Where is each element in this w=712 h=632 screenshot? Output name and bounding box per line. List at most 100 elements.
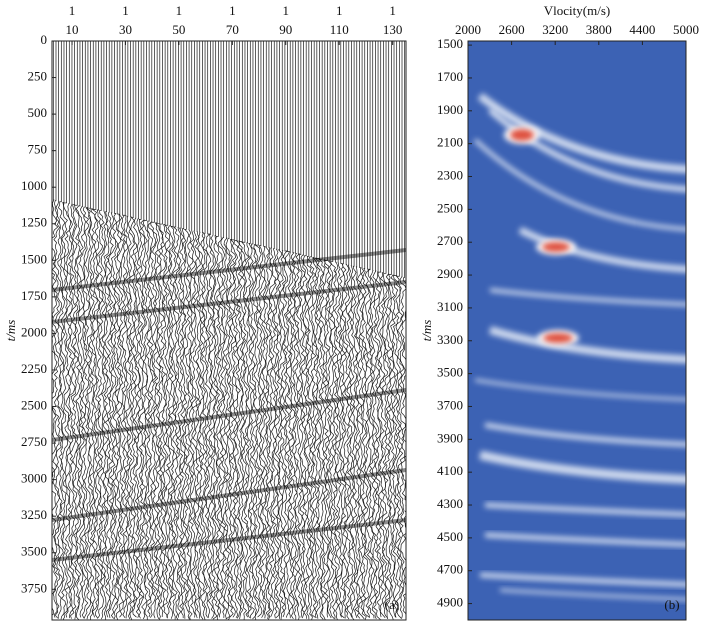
trace [371,41,381,620]
y-tick-label: 2900 [437,266,463,281]
trace [253,41,263,618]
x-tick-label: 50 [172,22,185,37]
x-tick-label: 4400 [629,22,655,37]
trace [307,41,317,620]
trace [198,41,207,620]
trace [107,41,117,618]
trace [280,41,290,618]
trace [229,41,239,619]
semblance-band [477,92,686,174]
y-tick-label: 500 [28,105,48,120]
panel-label: (b) [664,597,679,612]
semblance-band [518,226,686,273]
trace [272,41,281,619]
x-tick-label: 10 [66,22,79,37]
trace [176,41,186,619]
trace [168,41,178,620]
trace [128,41,138,620]
x-tick-label: 30 [119,22,132,37]
event-band [52,518,406,562]
trace [158,41,167,618]
trace [123,41,133,619]
trace [299,41,309,619]
y-tick-label: 4500 [437,529,463,544]
y-tick-label: 4300 [437,496,463,511]
trace [57,41,66,619]
semblance-band [484,532,686,547]
trace [269,41,279,618]
trace [336,41,346,618]
trace [225,41,234,620]
trace [242,41,252,618]
trace [115,41,125,620]
trace [65,41,74,618]
shot-label: 1 [229,3,236,18]
trace [365,41,375,618]
event-band [52,468,406,522]
event-band [52,388,406,442]
trace [376,41,386,618]
trace [240,41,250,618]
trace [248,41,258,620]
y-tick-label: 4700 [437,562,463,577]
trace [257,41,266,618]
trace [78,41,87,618]
trace [75,41,85,620]
peak [510,129,534,141]
x-tick-label: 3200 [542,22,568,37]
event-band [52,280,406,324]
trace [182,41,191,620]
trace [274,41,284,619]
y-tick-label: 750 [28,142,48,157]
trace [179,41,188,619]
shot-label: 1 [69,3,76,18]
trace [102,41,111,620]
trace [126,41,136,620]
seismic-traces [52,41,406,620]
trace [267,41,277,618]
trace [314,41,325,619]
y-tick-label: 3500 [21,544,47,559]
shot-label: 1 [389,3,396,18]
trace [131,41,140,618]
y-tick-label: 1900 [437,102,463,117]
trace [320,41,330,620]
trace [251,41,260,620]
trace [85,41,95,620]
trace [222,41,231,620]
trace [72,41,82,620]
semblance-band [488,326,686,364]
trace [206,41,215,619]
trace [384,41,393,619]
y-tick-label: 3300 [437,332,463,347]
y-tick-label: 2700 [437,233,463,248]
trace [373,41,383,620]
trace [296,41,306,618]
x-tick-label: 2000 [455,22,481,37]
x-tick-label: 90 [279,22,292,37]
trace [397,41,406,619]
trace [309,41,319,618]
y-tick-label: 250 [28,69,48,84]
semblance-band [473,138,686,232]
trace [104,41,114,618]
trace [368,41,378,619]
y-tick-label: 0 [41,32,48,47]
trace [400,41,406,620]
trace [278,41,287,620]
y-tick-label: 2000 [21,324,47,339]
trace [133,41,144,618]
trace [234,41,245,620]
y-tick-label: 3750 [21,580,47,595]
shot-label: 1 [176,3,183,18]
trace [97,41,106,619]
peak [543,333,573,343]
trace [216,41,226,618]
trace [171,41,181,620]
trace [329,41,338,619]
trace [293,41,303,620]
trace [290,41,300,620]
semblance-band [479,572,686,587]
y-tick-label: 1500 [437,36,463,51]
